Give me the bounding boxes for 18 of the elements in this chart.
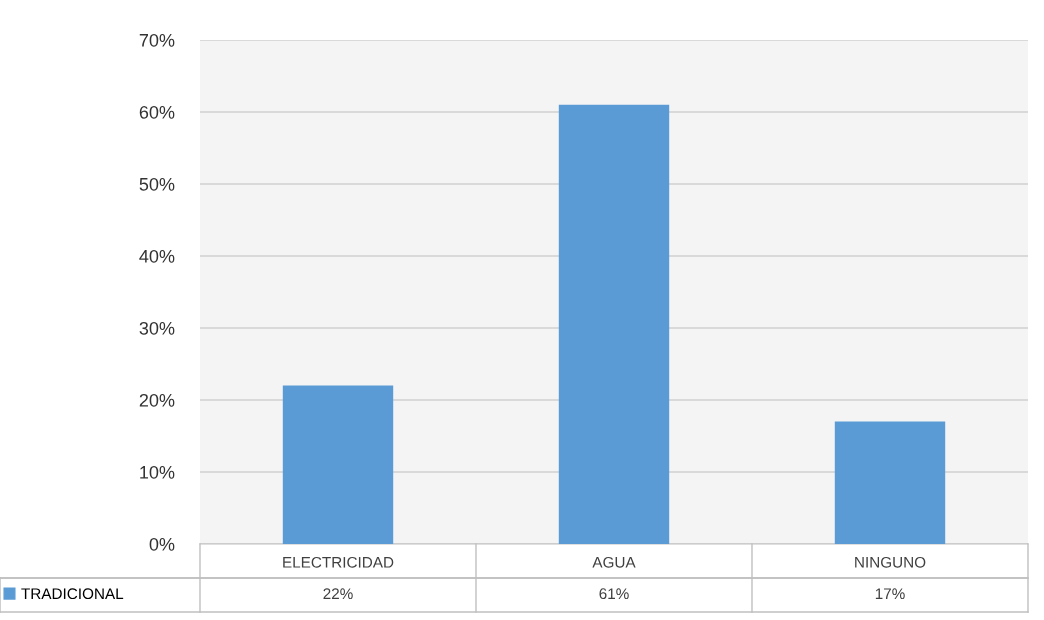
bar	[558, 104, 670, 544]
x-tick-label: NINGUNO	[855, 556, 926, 568]
bar	[282, 385, 394, 544]
y-tick-label: 50%	[139, 177, 175, 191]
bar	[834, 421, 946, 544]
y-tick-label: 40%	[139, 249, 175, 263]
legend-label: TRADICIONAL	[21, 588, 124, 600]
text: 17%	[875, 588, 905, 600]
y-tick-label: 30%	[139, 321, 175, 335]
y-tick-label: 10%	[140, 465, 175, 479]
text: 61%	[599, 588, 629, 600]
y-tick-label: 60%	[139, 105, 175, 119]
y-tick-label: 70%	[139, 33, 175, 47]
x-tick-label: ELECTRICIDAD	[283, 556, 394, 568]
x-tick-label: AGUA	[592, 556, 636, 568]
y-tick-label: 0%	[149, 537, 175, 551]
y-tick-label: 20%	[139, 393, 175, 407]
text: 22%	[323, 588, 353, 600]
